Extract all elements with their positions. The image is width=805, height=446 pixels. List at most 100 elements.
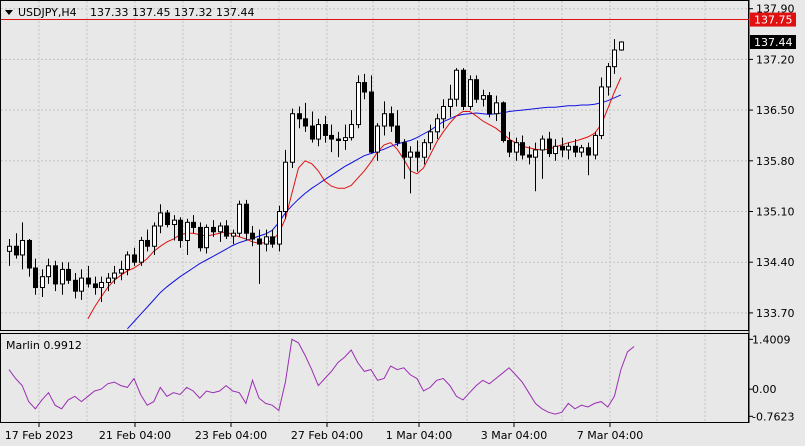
candle bbox=[158, 204, 163, 234]
candle bbox=[40, 269, 45, 297]
candle bbox=[540, 135, 545, 179]
time-tick-label: 17 Feb 2023 bbox=[5, 429, 73, 442]
candle-body bbox=[375, 125, 380, 153]
candle bbox=[66, 262, 71, 284]
candle-body bbox=[53, 265, 58, 285]
indicator-axis: 1.4009 0.00 -0.7623 bbox=[749, 333, 794, 423]
candle-body bbox=[316, 124, 321, 140]
candle-body bbox=[428, 131, 433, 144]
candle bbox=[139, 236, 144, 266]
candle-body bbox=[507, 140, 512, 153]
candle bbox=[329, 124, 334, 153]
candle-body bbox=[132, 254, 137, 263]
candle-body bbox=[435, 118, 440, 133]
candle bbox=[619, 41, 624, 51]
ma-fast-line bbox=[87, 77, 622, 319]
candle bbox=[422, 139, 427, 165]
candle bbox=[402, 139, 407, 179]
candle-body bbox=[619, 41, 624, 51]
triangle-down-icon[interactable] bbox=[5, 10, 13, 15]
candle-body bbox=[310, 125, 315, 140]
price-tick-label: 133.70 bbox=[756, 307, 795, 320]
candle-body bbox=[112, 272, 117, 279]
candle bbox=[204, 224, 209, 254]
candle bbox=[553, 139, 558, 161]
candle bbox=[218, 222, 223, 242]
candle bbox=[191, 215, 196, 234]
candle-body bbox=[369, 91, 374, 153]
candle bbox=[264, 229, 269, 252]
candle-body bbox=[323, 124, 328, 136]
candle bbox=[310, 111, 315, 143]
candle-body bbox=[270, 236, 275, 245]
price-tick-label: 136.50 bbox=[756, 104, 795, 117]
candle-body bbox=[362, 82, 367, 93]
candle bbox=[566, 142, 571, 160]
candle bbox=[599, 77, 604, 140]
candle bbox=[119, 260, 124, 281]
candle bbox=[408, 146, 413, 194]
candle-body bbox=[73, 279, 78, 292]
candle bbox=[145, 229, 150, 252]
candle bbox=[7, 239, 12, 266]
candle-body bbox=[599, 86, 604, 136]
candle bbox=[356, 75, 361, 129]
candle-body bbox=[402, 142, 407, 158]
candle-body bbox=[389, 113, 394, 127]
candle-body bbox=[356, 82, 361, 126]
candle-body bbox=[145, 239, 150, 247]
level-price-label: 137.75 bbox=[754, 14, 793, 27]
candle bbox=[125, 251, 130, 276]
candle-body bbox=[566, 145, 571, 151]
chart-grid bbox=[1, 1, 749, 423]
candle bbox=[593, 131, 598, 160]
candle bbox=[244, 199, 249, 241]
candle-body bbox=[422, 142, 427, 158]
candle-body bbox=[593, 134, 598, 156]
candle bbox=[99, 276, 104, 303]
candle-body bbox=[579, 147, 584, 153]
indicator-label: Marlin 0.9912 bbox=[6, 339, 82, 352]
candle-body bbox=[343, 137, 348, 142]
candle bbox=[277, 205, 282, 252]
candle-body bbox=[79, 277, 84, 292]
candle-body bbox=[40, 276, 45, 289]
candle bbox=[290, 108, 295, 169]
candle-body bbox=[349, 124, 354, 139]
candle-body bbox=[257, 238, 262, 245]
candle-body bbox=[14, 245, 19, 256]
candle-body bbox=[204, 226, 209, 249]
candle-body bbox=[481, 95, 486, 100]
candle bbox=[336, 131, 341, 158]
candle-body bbox=[27, 239, 32, 269]
candle bbox=[250, 225, 255, 247]
candle bbox=[106, 273, 111, 292]
candle bbox=[579, 144, 584, 158]
candle bbox=[237, 200, 242, 237]
candle bbox=[527, 146, 532, 165]
candle bbox=[514, 137, 519, 161]
indicator-tick-label: -0.7623 bbox=[752, 410, 794, 423]
candle bbox=[79, 269, 84, 300]
candle-body bbox=[86, 277, 91, 285]
candle-body bbox=[125, 254, 130, 270]
candle-body bbox=[60, 268, 65, 285]
candle bbox=[454, 68, 459, 107]
candle bbox=[435, 113, 440, 140]
candle bbox=[415, 140, 420, 172]
candle bbox=[606, 63, 611, 96]
candle bbox=[257, 229, 262, 284]
moving-average-fast bbox=[87, 77, 622, 319]
candle-body bbox=[586, 147, 591, 156]
candle-body bbox=[46, 265, 51, 278]
marlin-oscillator-line bbox=[8, 338, 635, 415]
candle bbox=[520, 135, 525, 160]
current-price-label: 137.44 bbox=[754, 36, 793, 49]
candle bbox=[53, 260, 58, 292]
candle-body bbox=[139, 239, 144, 263]
candle-body bbox=[264, 236, 269, 245]
candle-body bbox=[152, 225, 157, 247]
candle-body bbox=[290, 113, 295, 163]
candle bbox=[132, 247, 137, 266]
